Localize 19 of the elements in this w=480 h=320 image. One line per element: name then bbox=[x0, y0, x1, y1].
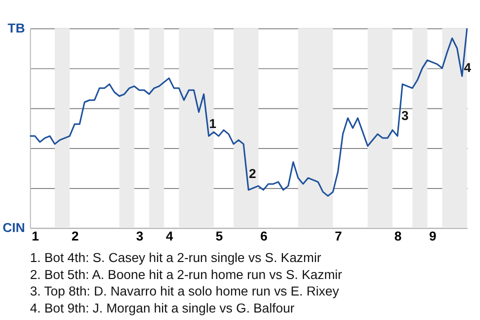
x-tick-label: 3 bbox=[136, 228, 144, 244]
annotation: 4 bbox=[464, 60, 472, 76]
x-tick-label: 1 bbox=[32, 228, 40, 244]
x-tick-label: 6 bbox=[260, 228, 268, 244]
annotation: 1 bbox=[209, 116, 216, 132]
text: CIN bbox=[2, 220, 25, 235]
x-tick-label: 8 bbox=[394, 228, 402, 244]
text: 4. Bot 9th: J. Morgan hit a single vs G. Balfour bbox=[30, 300, 296, 316]
annotation: 3 bbox=[401, 108, 409, 124]
x-tick-label: 4 bbox=[166, 228, 174, 244]
text: 3. Top 8th: D. Navarro hit a solo home run vs E. Rixey bbox=[30, 284, 340, 299]
x-tick-label: 9 bbox=[429, 228, 436, 244]
text: 1. Bot 4th: S. Casey hit a 2-run single vs S. Kazmir bbox=[30, 250, 322, 265]
x-tick-label: 7 bbox=[334, 228, 342, 244]
text: 2. Bot 5th: A. Boone hit a 2-run home run vs S. Kazmir bbox=[30, 266, 343, 282]
x-tick-label: 2 bbox=[72, 228, 79, 244]
annotation: 2 bbox=[248, 166, 256, 181]
text: TB bbox=[8, 20, 25, 36]
x-tick-label: 5 bbox=[216, 228, 223, 244]
